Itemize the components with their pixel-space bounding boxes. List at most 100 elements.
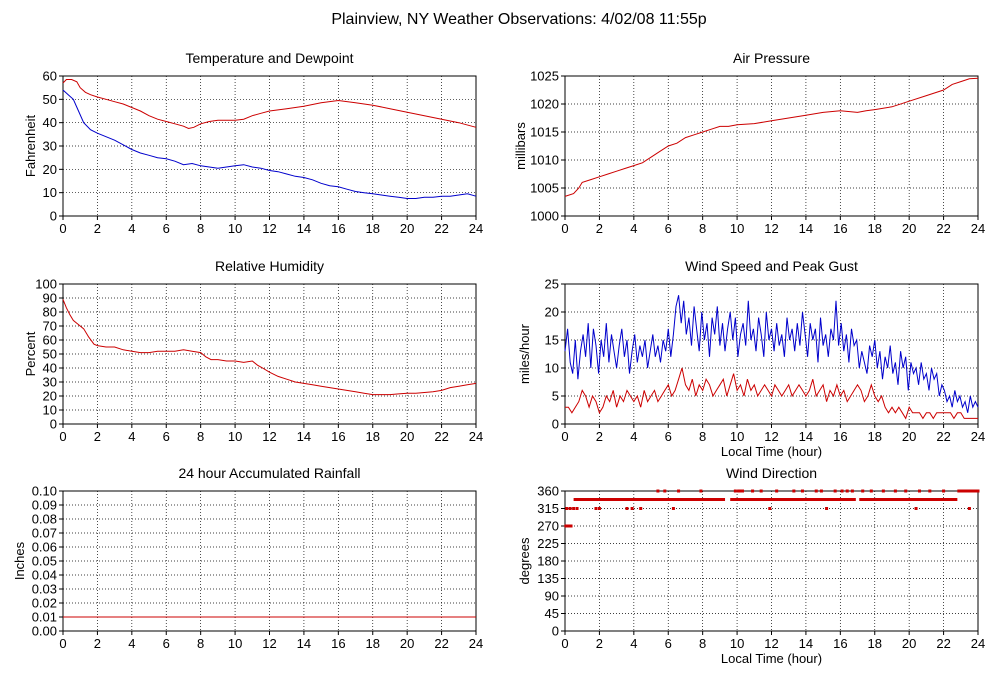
x-tick-label: 12	[262, 636, 276, 651]
y-tick-label: 0.04	[32, 568, 57, 583]
x-tick-label: 16	[833, 221, 847, 236]
x-tick-label: 8	[197, 221, 204, 236]
data-point	[914, 507, 918, 510]
x-tick-label: 14	[297, 221, 311, 236]
x-tick-label: 14	[297, 429, 311, 444]
x-tick-label: 22	[936, 636, 950, 651]
y-tick-label: 0.10	[32, 484, 57, 499]
data-point	[575, 507, 579, 510]
y-axis-label: miles/hour	[517, 323, 532, 384]
chart-title: 24 hour Accumulated Rainfall	[178, 465, 360, 481]
y-tick-label: 40	[43, 115, 57, 130]
data-point	[917, 489, 921, 493]
x-tick-label: 16	[331, 636, 345, 651]
chart-title: Wind Speed and Peak Gust	[685, 258, 858, 274]
x-tick-label: 12	[764, 636, 778, 651]
y-tick-label: 225	[537, 536, 559, 551]
x-tick-label: 2	[94, 221, 101, 236]
data-point	[833, 489, 837, 493]
x-tick-label: 18	[366, 636, 380, 651]
y-tick-label: 0.00	[32, 624, 57, 639]
data-point	[768, 507, 772, 510]
y-tick-label: 135	[537, 571, 559, 586]
y-tick-label: 80	[43, 305, 57, 320]
y-tick-label: 40	[43, 361, 57, 376]
y-tick-label: 90	[43, 291, 57, 306]
x-tick-label: 10	[730, 636, 744, 651]
x-tick-label: 20	[902, 429, 916, 444]
y-tick-label: 20	[43, 162, 57, 177]
y-tick-label: 180	[537, 554, 559, 569]
x-tick-label: 0	[561, 636, 568, 651]
y-tick-label: 10	[43, 185, 57, 200]
x-tick-label: 6	[163, 636, 170, 651]
x-tick-label: 16	[331, 221, 345, 236]
y-tick-label: 0.03	[32, 582, 57, 597]
x-tick-label: 0	[561, 429, 568, 444]
data-point	[630, 507, 634, 510]
series-line-0	[564, 77, 979, 197]
x-tick-label: 22	[936, 429, 950, 444]
x-tick-label: 2	[94, 636, 101, 651]
data-point	[566, 524, 570, 528]
y-axis-label: degrees	[517, 537, 532, 584]
x-tick-label: 8	[699, 221, 706, 236]
series-line-1	[565, 367, 978, 420]
x-tick-label: 8	[197, 429, 204, 444]
y-axis-label: Inches	[12, 541, 27, 580]
x-tick-label: 20	[902, 221, 916, 236]
x-tick-label: 8	[699, 429, 706, 444]
data-point	[881, 489, 885, 493]
data-point	[699, 489, 703, 493]
x-tick-label: 20	[400, 221, 414, 236]
x-tick-label: 4	[128, 221, 135, 236]
y-tick-label: 0.05	[32, 554, 57, 569]
y-tick-label: 0	[552, 624, 559, 639]
series-line-0	[62, 79, 477, 130]
y-tick-label: 1010	[530, 153, 559, 168]
data-point	[594, 507, 598, 510]
x-tick-label: 12	[262, 221, 276, 236]
x-tick-label: 4	[630, 221, 637, 236]
data-point	[967, 507, 971, 510]
y-tick-label: 25	[545, 277, 559, 292]
y-tick-label: 270	[537, 519, 559, 534]
data-point	[639, 507, 643, 510]
x-tick-label: 6	[163, 429, 170, 444]
x-tick-label: 10	[730, 221, 744, 236]
x-tick-label: 24	[469, 221, 483, 236]
x-tick-label: 24	[971, 221, 985, 236]
x-tick-label: 18	[366, 429, 380, 444]
x-tick-label: 18	[868, 636, 882, 651]
y-tick-label: 30	[43, 139, 57, 154]
x-tick-label: 14	[297, 636, 311, 651]
y-tick-label: 1000	[530, 209, 559, 224]
x-tick-label: 4	[128, 429, 135, 444]
y-tick-label: 0.02	[32, 596, 57, 611]
x-tick-label: 8	[699, 636, 706, 651]
y-tick-label: 0	[50, 209, 57, 224]
x-tick-label: 18	[868, 429, 882, 444]
data-point	[904, 489, 908, 493]
x-tick-label: 22	[434, 636, 448, 651]
x-tick-label: 24	[469, 429, 483, 444]
x-tick-label: 4	[630, 636, 637, 651]
x-tick-label: 24	[469, 636, 483, 651]
data-point	[861, 489, 865, 493]
data-point	[564, 524, 568, 528]
x-axis-label: Local Time (hour)	[721, 444, 822, 459]
y-tick-label: 100	[35, 277, 57, 292]
y-tick-label: 20	[545, 305, 559, 320]
y-tick-label: 60	[43, 333, 57, 348]
data-point	[840, 489, 844, 493]
x-tick-label: 4	[128, 636, 135, 651]
x-tick-label: 12	[764, 429, 778, 444]
y-tick-label: 0.09	[32, 498, 57, 513]
data-point	[928, 489, 932, 493]
x-tick-label: 24	[971, 636, 985, 651]
y-tick-label: 10	[545, 361, 559, 376]
